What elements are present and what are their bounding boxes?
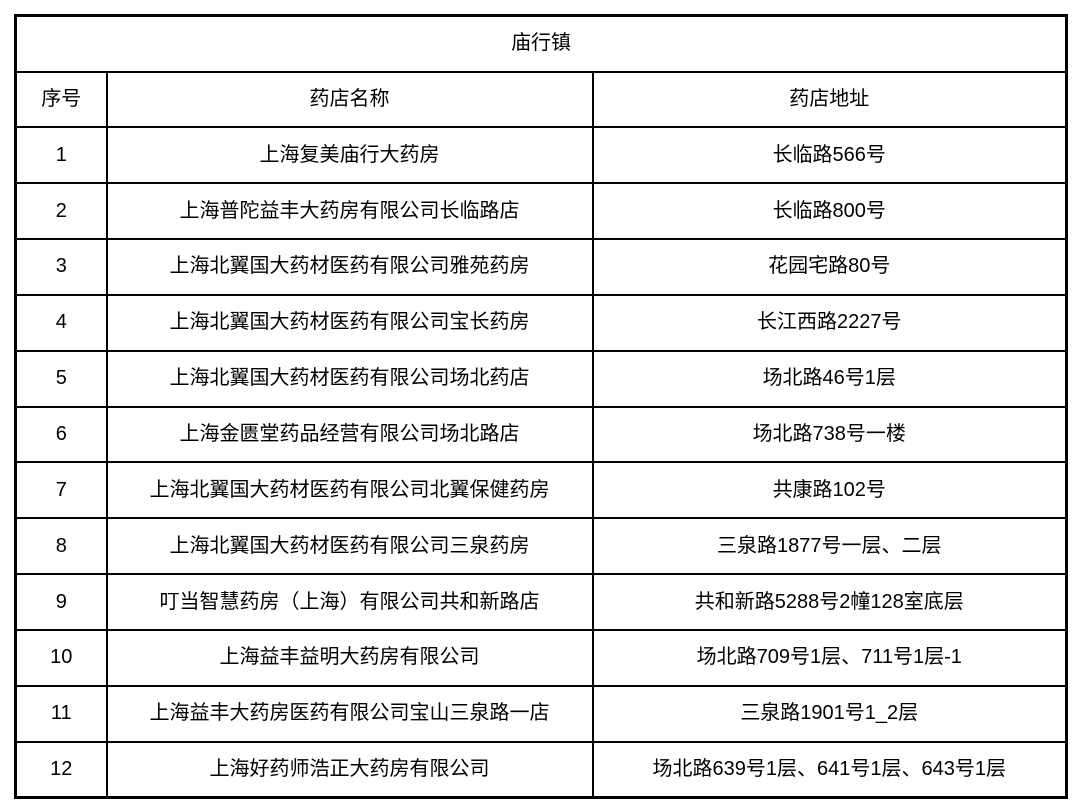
table-row: 4 上海北翼国大药材医药有限公司宝长药房 长江西路2227号: [14, 293, 1068, 352]
row-no-cell: 5: [14, 349, 108, 408]
pharmacy-name-cell: 上海益丰益明大药房有限公司: [105, 628, 594, 687]
row-no-cell: 3: [14, 238, 108, 296]
table-row: 7 上海北翼国大药材医药有限公司北翼保健药房 共康路102号: [14, 461, 1068, 520]
pharmacy-name-cell: 叮当智慧药房（上海）有限公司共和新路店: [105, 573, 594, 631]
table-row: 3 上海北翼国大药材医药有限公司雅苑药房 花园宅路80号: [14, 238, 1068, 296]
row-no-cell: 2: [14, 182, 108, 241]
pharmacy-address-cell: 场北路639号1层、641号1层、643号1层: [591, 740, 1068, 799]
row-no-cell: 9: [14, 573, 108, 631]
pharmacy-name-cell: 上海普陀益丰大药房有限公司长临路店: [105, 182, 594, 241]
pharmacy-table: 庙行镇 序号 药店名称 药店地址 1 上海复美庙行大药房 长临路566号 2 上…: [14, 14, 1069, 799]
table-row: 12 上海好药师浩正大药房有限公司 场北路639号1层、641号1层、643号1…: [14, 740, 1068, 799]
pharmacy-address-cell: 花园宅路80号: [591, 238, 1068, 296]
pharmacy-name-cell: 上海北翼国大药材医药有限公司北翼保健药房: [105, 461, 594, 520]
pharmacy-name-cell: 上海北翼国大药材医药有限公司场北药店: [105, 349, 594, 408]
pharmacy-address-cell: 三泉路1877号一层、二层: [591, 517, 1068, 576]
table-header-row: 序号 药店名称 药店地址: [14, 70, 1068, 129]
table-row: 1 上海复美庙行大药房 长临路566号: [14, 126, 1068, 185]
pharmacy-address-cell: 长临路566号: [591, 126, 1068, 185]
column-header-no: 序号: [14, 70, 108, 129]
pharmacy-name-cell: 上海好药师浩正大药房有限公司: [105, 740, 594, 799]
pharmacy-name-cell: 上海复美庙行大药房: [105, 126, 594, 185]
row-no-cell: 6: [14, 405, 108, 464]
pharmacy-address-cell: 三泉路1901号1_2层: [591, 684, 1068, 743]
table-row: 6 上海金匮堂药品经营有限公司场北路店 场北路738号一楼: [14, 405, 1068, 464]
pharmacy-address-cell: 长江西路2227号: [591, 293, 1068, 352]
pharmacy-name-cell: 上海北翼国大药材医药有限公司雅苑药房: [105, 238, 594, 296]
row-no-cell: 8: [14, 517, 108, 576]
table-row: 10 上海益丰益明大药房有限公司 场北路709号1层、711号1层-1: [14, 628, 1068, 687]
table-row: 11 上海益丰大药房医药有限公司宝山三泉路一店 三泉路1901号1_2层: [14, 684, 1068, 743]
table-row: 8 上海北翼国大药材医药有限公司三泉药房 三泉路1877号一层、二层: [14, 517, 1068, 576]
pharmacy-address-cell: 场北路709号1层、711号1层-1: [591, 628, 1068, 687]
pharmacy-address-cell: 共和新路5288号2幢128室底层: [591, 573, 1068, 631]
table-row: 9 叮当智慧药房（上海）有限公司共和新路店 共和新路5288号2幢128室底层: [14, 573, 1068, 631]
row-no-cell: 1: [14, 126, 108, 185]
pharmacy-address-cell: 场北路46号1层: [591, 349, 1068, 408]
row-no-cell: 10: [14, 628, 108, 687]
row-no-cell: 12: [14, 740, 108, 799]
pharmacy-name-cell: 上海金匮堂药品经营有限公司场北路店: [105, 405, 594, 464]
pharmacy-address-cell: 共康路102号: [591, 461, 1068, 520]
table-row: 2 上海普陀益丰大药房有限公司长临路店 长临路800号: [14, 182, 1068, 241]
table-title: 庙行镇: [14, 14, 1068, 73]
pharmacy-address-cell: 长临路800号: [591, 182, 1068, 241]
row-no-cell: 11: [14, 684, 108, 743]
column-header-name: 药店名称: [105, 70, 594, 129]
row-no-cell: 7: [14, 461, 108, 520]
pharmacy-name-cell: 上海北翼国大药材医药有限公司三泉药房: [105, 517, 594, 576]
row-no-cell: 4: [14, 293, 108, 352]
pharmacy-name-cell: 上海北翼国大药材医药有限公司宝长药房: [105, 293, 594, 352]
pharmacy-address-cell: 场北路738号一楼: [591, 405, 1068, 464]
table-title-row: 庙行镇: [14, 14, 1068, 73]
table-row: 5 上海北翼国大药材医药有限公司场北药店 场北路46号1层: [14, 349, 1068, 408]
column-header-address: 药店地址: [591, 70, 1068, 129]
pharmacy-name-cell: 上海益丰大药房医药有限公司宝山三泉路一店: [105, 684, 594, 743]
